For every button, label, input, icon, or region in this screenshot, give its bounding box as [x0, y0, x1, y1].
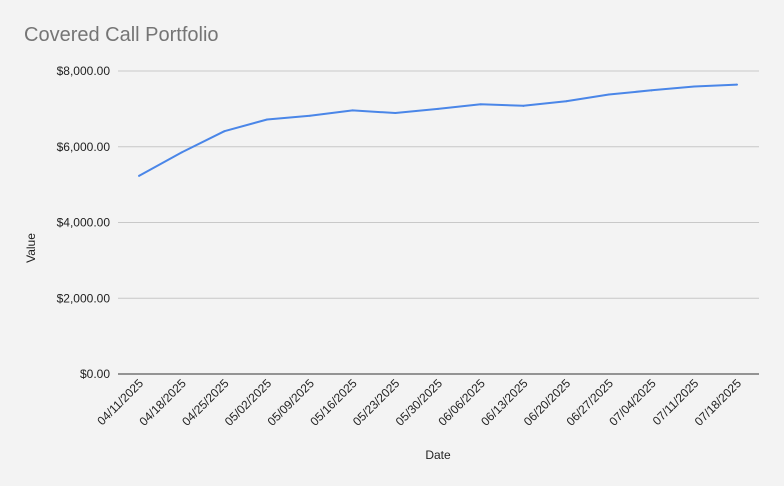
data-point	[180, 151, 183, 154]
y-tick-label: $8,000.00	[57, 64, 111, 78]
data-point	[479, 103, 482, 106]
data-point	[565, 100, 568, 103]
y-axis-title: Value	[24, 233, 38, 263]
x-tick-label: 07/18/2025	[692, 376, 745, 429]
data-point	[223, 130, 226, 133]
data-point	[351, 109, 354, 112]
data-point	[650, 89, 653, 92]
data-point	[607, 93, 610, 96]
y-tick-label: $2,000.00	[57, 291, 111, 305]
y-tick-label: $0.00	[80, 367, 110, 381]
data-point	[522, 104, 525, 107]
y-tick-label: $6,000.00	[57, 140, 111, 154]
data-point	[437, 107, 439, 110]
series-line	[138, 83, 738, 177]
chart-title: Covered Call Portfolio	[24, 24, 219, 46]
data-point	[138, 174, 140, 177]
data-point	[736, 83, 738, 86]
y-axis-ticks: $0.00 $2,000.00 $4,000.00 $6,000.00 $8,000.0…	[57, 64, 111, 381]
y-tick-label: $4,000.00	[57, 216, 111, 230]
series-group	[138, 83, 738, 177]
gridlines	[118, 70, 759, 375]
data-point	[693, 85, 696, 88]
data-point	[394, 112, 397, 115]
x-axis-ticks: 04/11/202504/18/202504/25/202505/02/2025…	[94, 376, 744, 429]
data-point	[266, 118, 269, 121]
x-axis-title: Date	[425, 448, 451, 462]
data-point	[308, 114, 311, 117]
